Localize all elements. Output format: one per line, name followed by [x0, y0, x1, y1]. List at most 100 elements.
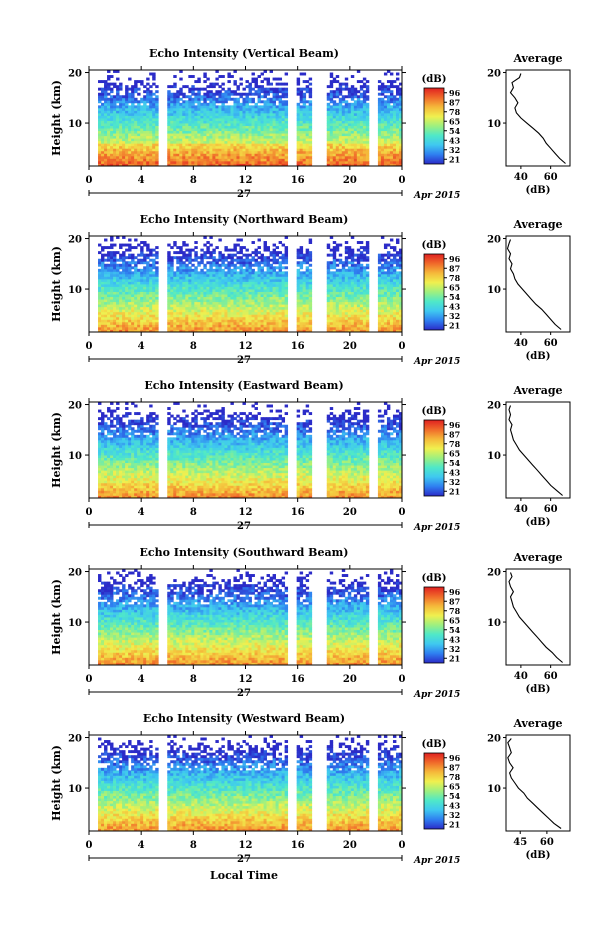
heatmap-cell	[206, 294, 210, 298]
heatmap-cell	[239, 306, 243, 310]
heatmap-cell	[239, 271, 243, 275]
heatmap-cell	[197, 316, 201, 320]
heatmap-cell	[245, 271, 249, 275]
heatmap-cell	[170, 95, 174, 99]
heatmap-cell	[113, 256, 117, 260]
heatmap-cell	[353, 105, 358, 109]
heatmap-cell	[194, 276, 198, 280]
heatmap-cell	[203, 133, 207, 137]
heatmap-cell	[239, 160, 243, 164]
heatmap-cell	[275, 266, 280, 270]
heatmap-cell	[131, 118, 135, 121]
heatmap-cell	[176, 306, 180, 310]
heatmap-cell	[218, 301, 222, 305]
heatmap-cell	[116, 123, 120, 126]
heatmap-cell	[257, 123, 261, 126]
heatmap-cell	[101, 284, 105, 287]
heatmap-cell	[389, 153, 394, 157]
heatmap-cell	[140, 329, 144, 333]
heatmap-cell	[257, 326, 261, 330]
heatmap-cell	[209, 256, 213, 260]
heatmap-cell	[266, 261, 270, 265]
heatmap-cell	[305, 314, 310, 318]
heatmap-cell	[260, 118, 264, 121]
heatmap-cell	[242, 130, 246, 134]
heatmap-cell	[350, 125, 355, 129]
heatmap-cell	[329, 160, 334, 164]
heatmap-cell	[254, 150, 258, 154]
heatmap-cell	[296, 148, 301, 152]
heatmap-cell	[122, 133, 126, 137]
heatmap-cell	[107, 256, 111, 260]
heatmap-cell	[185, 130, 189, 134]
heatmap-cell	[224, 276, 228, 280]
heatmap-cell	[182, 107, 186, 111]
heatmap-cell	[221, 258, 225, 262]
heatmap-cell	[152, 102, 156, 106]
heatmap-cell	[119, 326, 123, 330]
heatmap-cell	[284, 271, 289, 275]
heatmap-cell	[167, 314, 171, 318]
heatmap-cell	[386, 90, 391, 94]
heatmap-cell	[182, 133, 186, 137]
heatmap-cell	[272, 299, 276, 303]
heatmap-cell	[239, 289, 243, 292]
heatmap-cell	[332, 107, 337, 111]
heatmap-cell	[188, 130, 192, 134]
heatmap-cell	[191, 140, 195, 144]
heatmap-cell	[227, 299, 231, 303]
heatmap-cell	[206, 85, 210, 89]
heatmap-cell	[299, 97, 304, 101]
heatmap-cell	[266, 118, 270, 121]
heatmap-cell	[239, 77, 243, 81]
heatmap-cell	[119, 311, 123, 315]
heatmap-cell	[116, 158, 120, 162]
heatmap-cell	[119, 281, 123, 285]
heatmap-cell	[326, 145, 331, 149]
heatmap-cell	[332, 112, 337, 116]
heatmap-cell	[98, 130, 102, 134]
heatmap-cell	[242, 100, 246, 104]
heatmap-cell	[101, 311, 105, 315]
heatmap-cell	[209, 314, 213, 318]
heatmap-cell	[113, 70, 117, 73]
heatmap-cell	[197, 153, 201, 157]
heatmap-cell	[335, 294, 340, 298]
heatmap-cell	[389, 155, 394, 159]
heatmap-cell	[209, 311, 213, 315]
heatmap-cell	[338, 87, 343, 91]
heatmap-cell	[215, 82, 219, 86]
heatmap-cell	[347, 140, 352, 144]
heatmap-cell	[344, 100, 349, 104]
heatmap-cell	[197, 319, 201, 323]
heatmap-cell	[152, 289, 156, 292]
heatmap-cell	[272, 155, 276, 159]
heatmap-cell	[347, 112, 352, 116]
heatmap-cell	[197, 140, 201, 144]
heatmap-cell	[230, 324, 234, 328]
heatmap-cell	[227, 314, 231, 318]
heatmap-cell	[365, 150, 370, 154]
heatmap-cell	[335, 75, 340, 78]
heatmap-cell	[254, 314, 258, 318]
heatmap-cell	[110, 268, 114, 272]
heatmap-cell	[236, 140, 240, 144]
heatmap-cell	[149, 102, 153, 106]
heatmap-cell	[218, 143, 222, 147]
heatmap-cell	[377, 100, 382, 104]
heatmap-cell	[119, 319, 123, 323]
heatmap-cell	[377, 130, 382, 134]
heatmap-cell	[242, 87, 246, 91]
heatmap-cell	[155, 273, 159, 277]
heatmap-cell	[125, 125, 129, 129]
heatmap-cell	[176, 92, 180, 96]
heatmap-cell	[254, 130, 258, 134]
heatmap-cell	[104, 284, 108, 287]
heatmap-cell	[332, 273, 337, 277]
heatmap-cell	[362, 77, 367, 81]
heatmap-cell	[116, 299, 120, 303]
heatmap-cell	[302, 319, 307, 323]
heatmap-cell	[302, 276, 307, 280]
heatmap-cell	[260, 135, 264, 139]
heatmap-cell	[215, 143, 219, 147]
